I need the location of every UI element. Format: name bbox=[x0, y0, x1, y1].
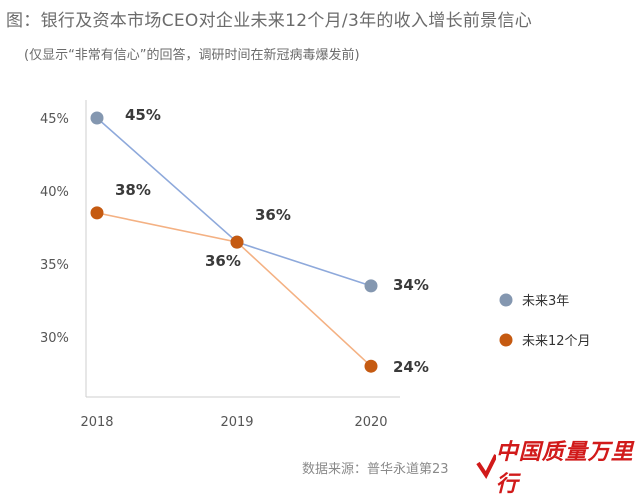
data-label: 36% bbox=[255, 206, 291, 224]
data-label: 45% bbox=[125, 106, 161, 124]
y-tick-label: 45% bbox=[40, 112, 69, 127]
data-label: 36% bbox=[205, 252, 241, 270]
data-label: 34% bbox=[393, 276, 429, 294]
plot-area: 45% 40% 35% 30% 2018 2019 2020 45% 36% 34% 38% 36% 2… bbox=[40, 106, 591, 430]
data-label: 24% bbox=[393, 358, 429, 376]
data-point bbox=[90, 206, 104, 220]
data-point bbox=[364, 279, 378, 293]
series-line bbox=[96, 212, 372, 367]
y-tick-label: 40% bbox=[40, 185, 69, 200]
x-tick-label: 2020 bbox=[354, 415, 387, 430]
data-point bbox=[230, 235, 244, 249]
watermark-logo: 中国质量万里行 bbox=[476, 439, 640, 497]
legend-label: 未来3年 bbox=[522, 294, 569, 309]
legend-marker bbox=[499, 333, 513, 347]
data-point bbox=[364, 359, 378, 373]
data-point bbox=[90, 111, 104, 125]
x-tick-label: 2018 bbox=[80, 415, 113, 430]
data-label: 38% bbox=[115, 181, 151, 199]
chart-subtitle: (仅显示“非常有信心”的回答，调研时间在新冠病毒爆发前) bbox=[24, 48, 360, 63]
x-tick-label: 2019 bbox=[220, 415, 253, 430]
legend-marker bbox=[499, 293, 513, 307]
y-tick-label: 35% bbox=[40, 258, 69, 273]
y-tick-label: 30% bbox=[40, 331, 69, 346]
watermark-check-icon bbox=[476, 454, 496, 479]
legend-label: 未来12个月 bbox=[522, 334, 591, 349]
chart-title: 图：银行及资本市场CEO对企业未来12个月/3年的收入增长前景信心 bbox=[6, 11, 533, 31]
watermark-text: 中国质量万里行 bbox=[495, 439, 634, 497]
source-note: 数据来源：普华永道第23 bbox=[302, 462, 449, 477]
